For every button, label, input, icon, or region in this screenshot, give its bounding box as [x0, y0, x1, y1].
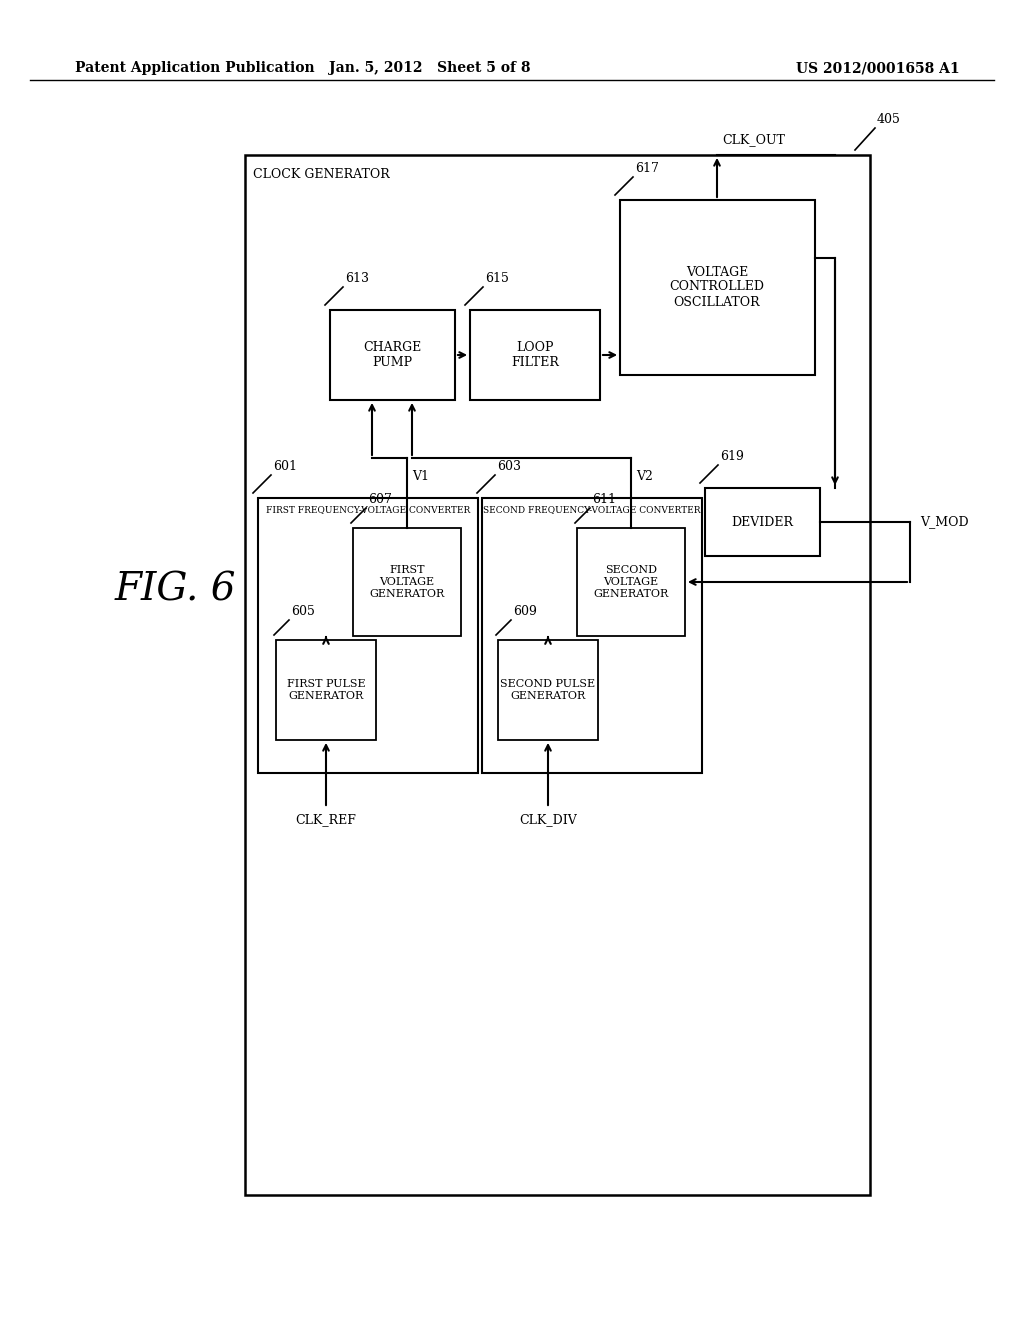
Text: SECOND FREQUENCY-VOLTAGE CONVERTER: SECOND FREQUENCY-VOLTAGE CONVERTER [483, 506, 700, 515]
Text: 607: 607 [368, 492, 392, 506]
Bar [276, 640, 376, 741]
Bar [620, 201, 815, 375]
Bar [245, 154, 870, 1195]
Text: 619: 619 [720, 450, 743, 463]
Text: V_MOD: V_MOD [920, 516, 969, 528]
Text: 603: 603 [497, 459, 521, 473]
Text: US 2012/0001658 A1: US 2012/0001658 A1 [797, 61, 961, 75]
Bar [482, 498, 702, 774]
Text: V1: V1 [412, 470, 429, 483]
Text: FIRST
VOLTAGE
GENERATOR: FIRST VOLTAGE GENERATOR [370, 565, 444, 598]
Bar [353, 528, 461, 636]
Text: CLK_DIV: CLK_DIV [519, 813, 577, 826]
Text: FIG. 6: FIG. 6 [115, 572, 236, 609]
Text: Jan. 5, 2012   Sheet 5 of 8: Jan. 5, 2012 Sheet 5 of 8 [330, 61, 530, 75]
Bar [577, 528, 685, 636]
Bar [498, 640, 598, 741]
Text: 611: 611 [592, 492, 616, 506]
Text: Patent Application Publication: Patent Application Publication [75, 61, 314, 75]
Text: 617: 617 [635, 162, 658, 176]
Bar [705, 488, 820, 556]
Text: 609: 609 [513, 605, 537, 618]
Text: FIRST PULSE
GENERATOR: FIRST PULSE GENERATOR [287, 680, 366, 701]
Text: FIRST FREQUENCY-VOLTAGE CONVERTER: FIRST FREQUENCY-VOLTAGE CONVERTER [266, 506, 470, 515]
Text: CLOCK GENERATOR: CLOCK GENERATOR [253, 169, 390, 181]
Text: 615: 615 [485, 272, 509, 285]
Text: CLK_REF: CLK_REF [296, 813, 356, 826]
Text: SECOND PULSE
GENERATOR: SECOND PULSE GENERATOR [501, 680, 596, 701]
Bar [258, 498, 478, 774]
Bar [470, 310, 600, 400]
Text: 405: 405 [877, 114, 901, 125]
Text: VOLTAGE
CONTROLLED
OSCILLATOR: VOLTAGE CONTROLLED OSCILLATOR [670, 265, 765, 309]
Bar [330, 310, 455, 400]
Text: 605: 605 [291, 605, 314, 618]
Text: 613: 613 [345, 272, 369, 285]
Text: LOOP
FILTER: LOOP FILTER [511, 341, 559, 370]
Text: SECOND
VOLTAGE
GENERATOR: SECOND VOLTAGE GENERATOR [593, 565, 669, 598]
Text: V2: V2 [636, 470, 653, 483]
Text: CLK_OUT: CLK_OUT [722, 133, 784, 147]
Text: DEVIDER: DEVIDER [731, 516, 793, 528]
Text: CHARGE
PUMP: CHARGE PUMP [362, 341, 421, 370]
Text: 601: 601 [273, 459, 297, 473]
